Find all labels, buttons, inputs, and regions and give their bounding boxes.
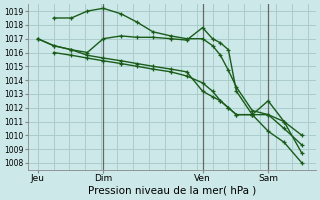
- X-axis label: Pression niveau de la mer( hPa ): Pression niveau de la mer( hPa ): [88, 186, 256, 196]
